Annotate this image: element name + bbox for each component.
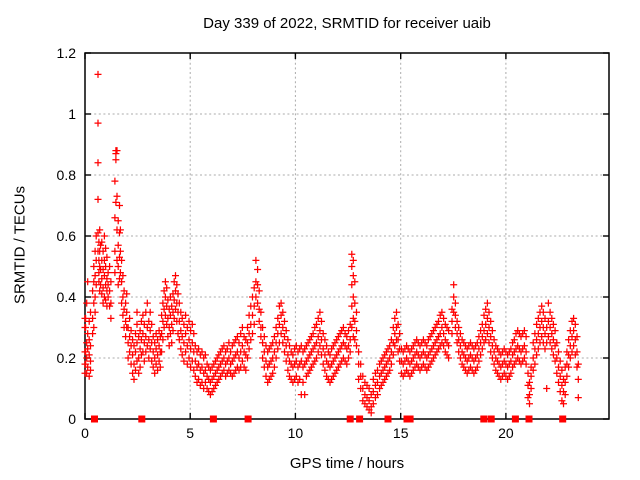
data-points [81, 70, 582, 423]
x-tick-label: 0 [81, 425, 89, 441]
y-tick-label: 0.8 [57, 167, 77, 183]
zero-marker [356, 415, 364, 423]
x-tick-label: 15 [393, 425, 409, 441]
chart-title: Day 339 of 2022, SRMTID for receiver uai… [203, 15, 491, 32]
x-tick-label: 10 [288, 425, 304, 441]
y-axis-label: SRMTID / TECUs [11, 185, 29, 305]
y-tick-label: 0.4 [57, 289, 77, 305]
zero-marker [487, 415, 495, 423]
zero-marker [525, 415, 533, 423]
zero-marker [244, 415, 252, 423]
scatter-points [81, 70, 582, 417]
zero-marker [91, 415, 98, 423]
y-tick-label: 0.2 [57, 350, 77, 366]
y-tick-label: 0.6 [57, 228, 77, 244]
zero-marker [511, 415, 519, 423]
zero-marker [480, 415, 488, 423]
x-tick-label: 5 [186, 425, 194, 441]
zero-marker [384, 415, 392, 423]
x-axis-label: GPS time / hours [289, 455, 405, 472]
tick-labels: 0 5 10 15 20 0 0.2 0.4 0.6 0.8 1 1.2 [57, 45, 514, 441]
zero-marker [209, 415, 217, 423]
y-tick-label: 0 [68, 411, 76, 427]
zero-marker [559, 415, 567, 423]
y-tick-label: 1.2 [57, 45, 77, 61]
y-tick-label: 1 [68, 106, 76, 122]
zero-marker [406, 415, 414, 423]
x-tick-label: 20 [498, 425, 514, 441]
zero-marker [138, 415, 146, 423]
zero-marker [346, 415, 354, 423]
